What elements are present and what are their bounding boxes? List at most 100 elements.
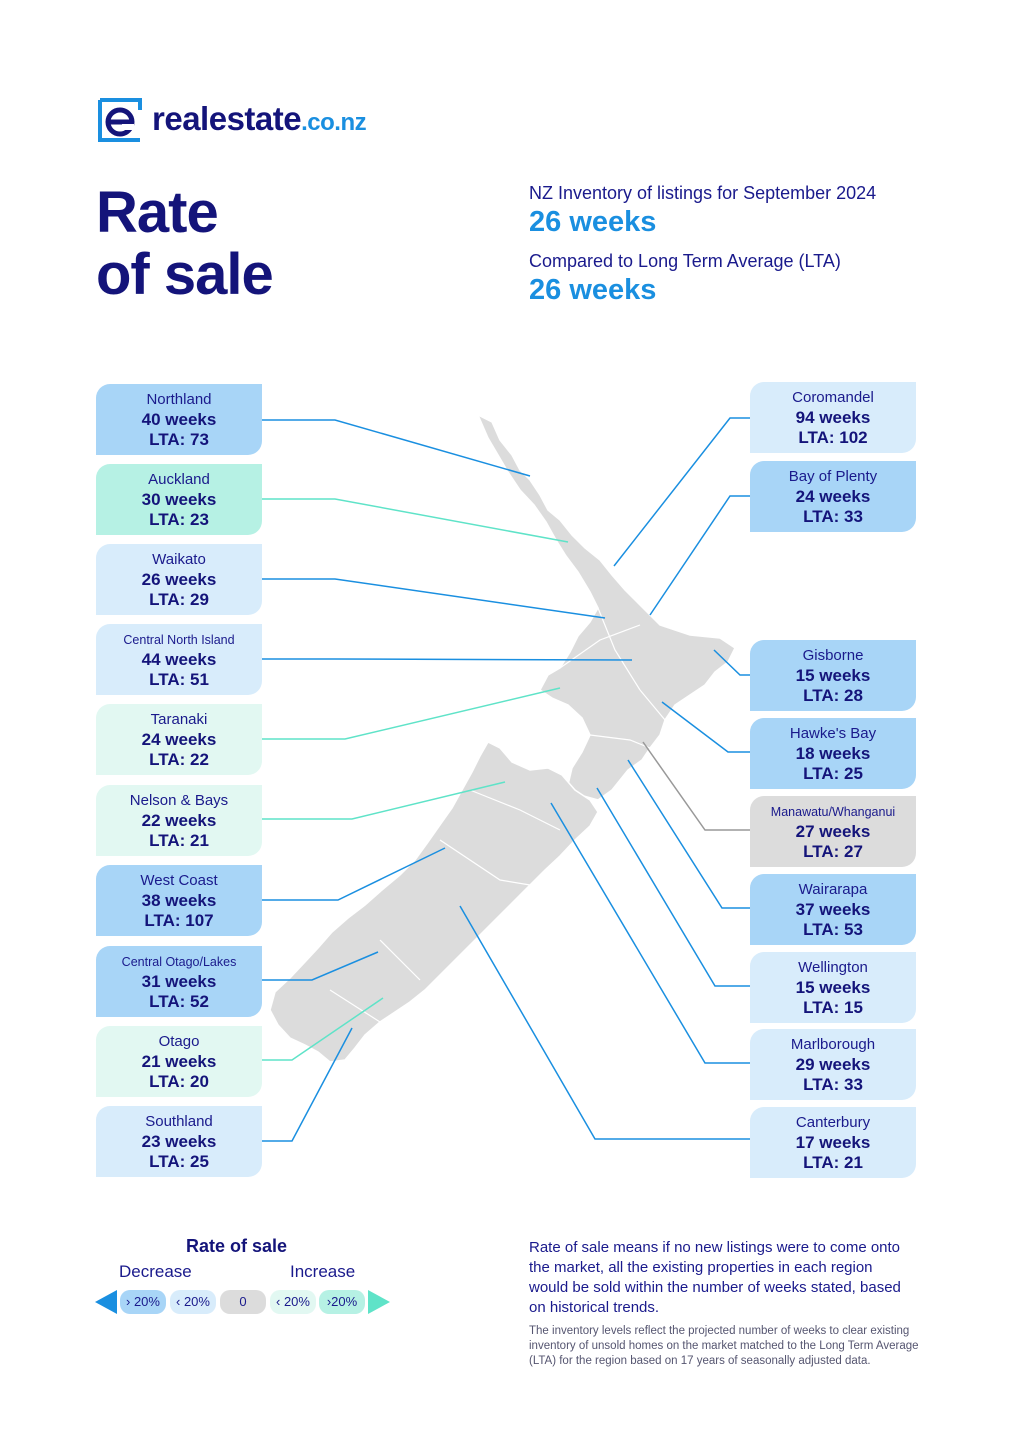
region-lta: LTA: 51 [149,670,209,689]
region-name: Central Otago/Lakes [121,955,237,969]
rate-of-sale-definition: Rate of sale means if no new listings we… [529,1239,901,1316]
region-lta: LTA: 23 [149,510,209,529]
brand-name: realestate [152,100,302,137]
region-name: Southland [145,1113,213,1130]
region-weeks: 26 weeks [141,570,217,589]
leader-coromandel [613,417,750,567]
region-name: Coromandel [792,389,874,406]
leader-bay-of-plenty [649,495,750,616]
legend-decrease-label: Decrease [119,1262,192,1281]
region-weeks: 31 weeks [141,972,217,991]
region-card-southland: Southland 23 weeks LTA: 25 [96,1106,262,1177]
leader-central-otago [262,951,379,981]
brand-tld: .co.nz [301,109,367,136]
region-weeks: 15 weeks [795,666,871,685]
region-lta: LTA: 25 [803,764,863,783]
region-card-manawatu-whanganui: Manawatu/Whanganui 27 weeks LTA: 27 [750,796,916,867]
region-lta: LTA: 21 [149,831,209,850]
leader-taranaki [262,687,561,740]
region-name: Central North Island [123,633,235,647]
region-name: Northland [146,391,212,408]
region-lta: LTA: 33 [803,507,863,526]
region-name: Auckland [148,471,210,488]
lta-label: Compared to Long Term Average (LTA) [529,251,841,271]
brand-logo-text: realestate.co.nz [152,100,367,138]
region-lta: LTA: 20 [149,1072,209,1091]
region-lta: LTA: 53 [803,920,863,939]
region-card-central-north-island: Central North Island 44 weeks LTA: 51 [96,624,262,695]
region-card-waikato: Waikato 26 weeks LTA: 29 [96,544,262,615]
region-weeks: 18 weeks [795,744,871,763]
region-name: Wairarapa [798,881,868,898]
region-lta: LTA: 107 [144,911,214,930]
title-line-1: Rate [96,180,219,245]
region-card-otago: Otago 21 weeks LTA: 20 [96,1026,262,1097]
leader-west-coast [262,847,446,901]
region-card-northland: Northland 40 weeks LTA: 73 [96,384,262,455]
region-card-canterbury: Canterbury 17 weeks LTA: 21 [750,1107,916,1178]
legend-title: Rate of sale [186,1236,288,1256]
region-card-wellington: Wellington 15 weeks LTA: 15 [750,952,916,1023]
summary-panel: NZ Inventory of listings for September 2… [529,182,949,318]
south-island-shape [269,741,599,1063]
region-card-central-otago-lakes: Central Otago/Lakes 31 weeks LTA: 52 [96,946,262,1017]
region-card-auckland: Auckland 30 weeks LTA: 23 [96,464,262,535]
arrow-left-icon [95,1290,117,1314]
leader-wellington [596,787,750,987]
legend-pill-decrease-weak: ‹ 20% [170,1290,216,1314]
region-name: Otago [158,1033,200,1050]
leader-auckland [262,498,569,543]
region-lta: LTA: 15 [803,998,863,1017]
region-name: Canterbury [795,1114,871,1131]
region-weeks: 30 weeks [141,490,217,509]
region-lta: LTA: 22 [149,750,209,769]
region-weeks: 17 weeks [795,1133,871,1152]
legend-pill-decrease-strong: › 20% [120,1290,166,1314]
region-weeks: 21 weeks [141,1052,217,1071]
region-lta: LTA: 33 [803,1075,863,1094]
leader-hawkes-bay [661,701,750,753]
leader-marlborough [550,802,750,1064]
region-card-gisborne: Gisborne 15 weeks LTA: 28 [750,640,916,711]
title-line-2: of sale [96,242,274,307]
region-name: Bay of Plenty [788,468,878,485]
region-weeks: 38 weeks [141,891,217,910]
legend-increase-label: Increase [290,1262,356,1281]
region-weeks: 37 weeks [795,900,871,919]
north-island-shape [476,413,736,801]
region-lta: LTA: 28 [803,686,863,705]
region-weeks: 22 weeks [141,811,217,830]
leader-nelson [262,781,506,820]
legend-pill-increase-strong: ›20% [319,1290,365,1314]
region-weeks: 24 weeks [141,730,217,749]
legend-pill-neutral: 0 [220,1290,266,1314]
leader-wairarapa [627,759,750,909]
region-weeks: 24 weeks [795,487,871,506]
region-weeks: 23 weeks [141,1132,217,1151]
inventory-label: NZ Inventory of listings for September 2… [529,183,877,203]
region-lta: LTA: 21 [803,1153,863,1172]
leader-central-north-island [262,658,633,661]
region-name: West Coast [140,872,218,889]
region-weeks: 15 weeks [795,978,871,997]
region-lta: LTA: 25 [149,1152,209,1171]
arrow-right-icon [368,1290,390,1314]
region-lta: LTA: 73 [149,430,209,449]
region-lta: LTA: 52 [149,992,209,1011]
region-lta: LTA: 102 [798,428,868,447]
inventory-value: 26 weeks [529,206,657,238]
leader-manawatu [642,741,750,831]
region-card-west-coast: West Coast 38 weeks LTA: 107 [96,865,262,936]
region-weeks: 94 weeks [795,408,871,427]
leader-waikato [262,578,606,619]
region-name: Waikato [152,551,206,568]
region-name: Manawatu/Whanganui [770,805,896,819]
region-card-wairarapa: Wairarapa 37 weeks LTA: 53 [750,874,916,945]
region-card-marlborough: Marlborough 29 weeks LTA: 33 [750,1029,916,1100]
page-title: Rate of sale [96,180,274,307]
region-name: Marlborough [790,1036,876,1053]
leader-southland [262,1027,353,1142]
region-lta: LTA: 29 [149,590,209,609]
leader-northland [262,419,531,477]
